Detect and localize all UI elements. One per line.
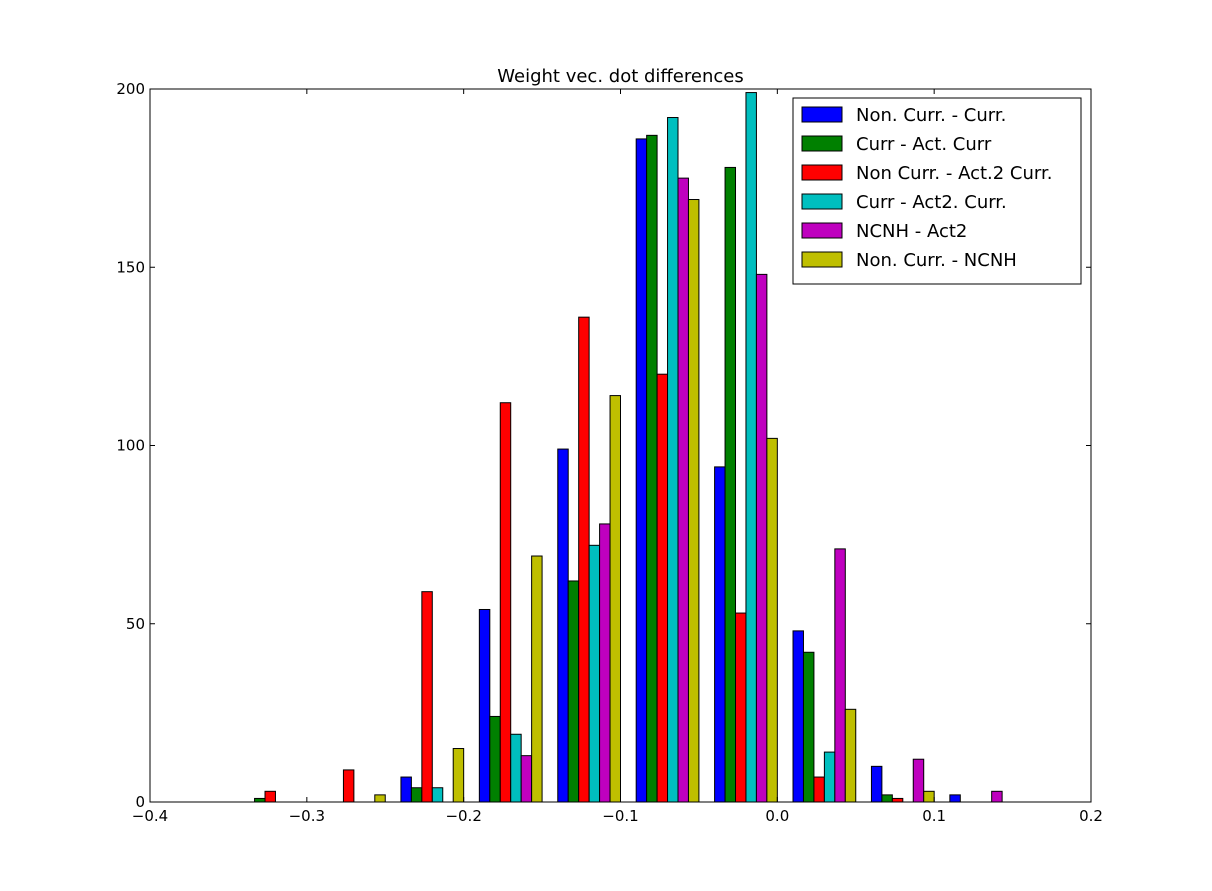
- bar: [766, 437, 778, 803]
- bar: [755, 273, 768, 803]
- legend-swatch: [801, 106, 843, 123]
- bar: [421, 591, 433, 803]
- bar: [687, 199, 700, 803]
- bar: [342, 769, 355, 803]
- bar: [792, 630, 804, 803]
- bar: [531, 555, 543, 803]
- bar: [870, 765, 883, 803]
- bar: [264, 790, 276, 803]
- bar: [557, 448, 569, 803]
- chart-title: Weight vec. dot differences: [497, 66, 743, 87]
- bar: [452, 748, 465, 803]
- ticks-layer: −0.4 −0.3 −0.2 −0.1 0.0 0.1 0.2 0 50 100 150 200: [116, 80, 1103, 825]
- bar: [844, 708, 857, 803]
- bar: [724, 166, 737, 803]
- y-tick-label: 50: [126, 615, 145, 633]
- bar: [834, 548, 846, 803]
- legend-swatch: [801, 251, 843, 268]
- legend-label: NCNH - Act2: [856, 221, 967, 242]
- bar: [599, 523, 611, 803]
- legend-label: Non. Curr. - NCNH: [856, 250, 1017, 271]
- bar: [923, 790, 935, 803]
- y-tick-label: 0: [135, 793, 145, 811]
- bar: [891, 797, 904, 803]
- x-tick-label: −0.2: [445, 807, 481, 825]
- bar: [677, 177, 689, 803]
- bar: [912, 758, 925, 803]
- y-tick-label: 200: [116, 80, 145, 98]
- bar: [431, 787, 444, 803]
- bar: [714, 466, 726, 803]
- bar: [520, 755, 533, 803]
- bars-layer: [254, 92, 1003, 803]
- legend: Non. Curr. - Curr. Curr - Act. Curr Non Cu…: [792, 97, 1082, 285]
- bar: [823, 751, 836, 803]
- legend-swatch: [801, 193, 843, 210]
- bar: [635, 138, 648, 803]
- bar: [609, 395, 621, 803]
- bar: [991, 790, 1003, 803]
- bar: [588, 544, 601, 803]
- bar: [410, 787, 423, 803]
- bar: [510, 733, 522, 803]
- bar: [499, 402, 512, 803]
- x-tick-label: 0.1: [922, 807, 946, 825]
- bar: [802, 651, 815, 803]
- bar: [646, 134, 658, 803]
- bar: [949, 794, 961, 803]
- bar: [745, 92, 757, 803]
- bar: [735, 612, 747, 803]
- x-tick-label: 0.0: [765, 807, 789, 825]
- legend-swatch: [801, 164, 843, 181]
- bar: [567, 580, 580, 803]
- bar: [400, 776, 412, 803]
- bar: [489, 715, 501, 803]
- legend-label: Non. Curr. - Curr.: [856, 105, 1006, 126]
- bar: [881, 794, 893, 803]
- legend-swatch: [801, 135, 843, 152]
- y-tick-label: 100: [116, 437, 145, 455]
- x-tick-label: −0.1: [602, 807, 638, 825]
- bar: [813, 776, 825, 803]
- legend-label: Curr - Act2. Curr.: [856, 192, 1007, 213]
- bar: [667, 117, 679, 803]
- bar: [578, 316, 590, 803]
- x-tick-label: −0.4: [132, 807, 168, 825]
- legend-label: Non Curr. - Act.2 Curr.: [856, 163, 1052, 184]
- bar: [656, 373, 669, 803]
- bar: [478, 608, 491, 803]
- legend-label: Curr - Act. Curr: [856, 134, 992, 155]
- x-tick-label: 0.2: [1079, 807, 1103, 825]
- x-tick-label: −0.3: [289, 807, 325, 825]
- bar: [374, 794, 386, 803]
- bar: [254, 797, 266, 803]
- legend-swatch: [801, 222, 843, 239]
- y-tick-label: 150: [116, 258, 145, 276]
